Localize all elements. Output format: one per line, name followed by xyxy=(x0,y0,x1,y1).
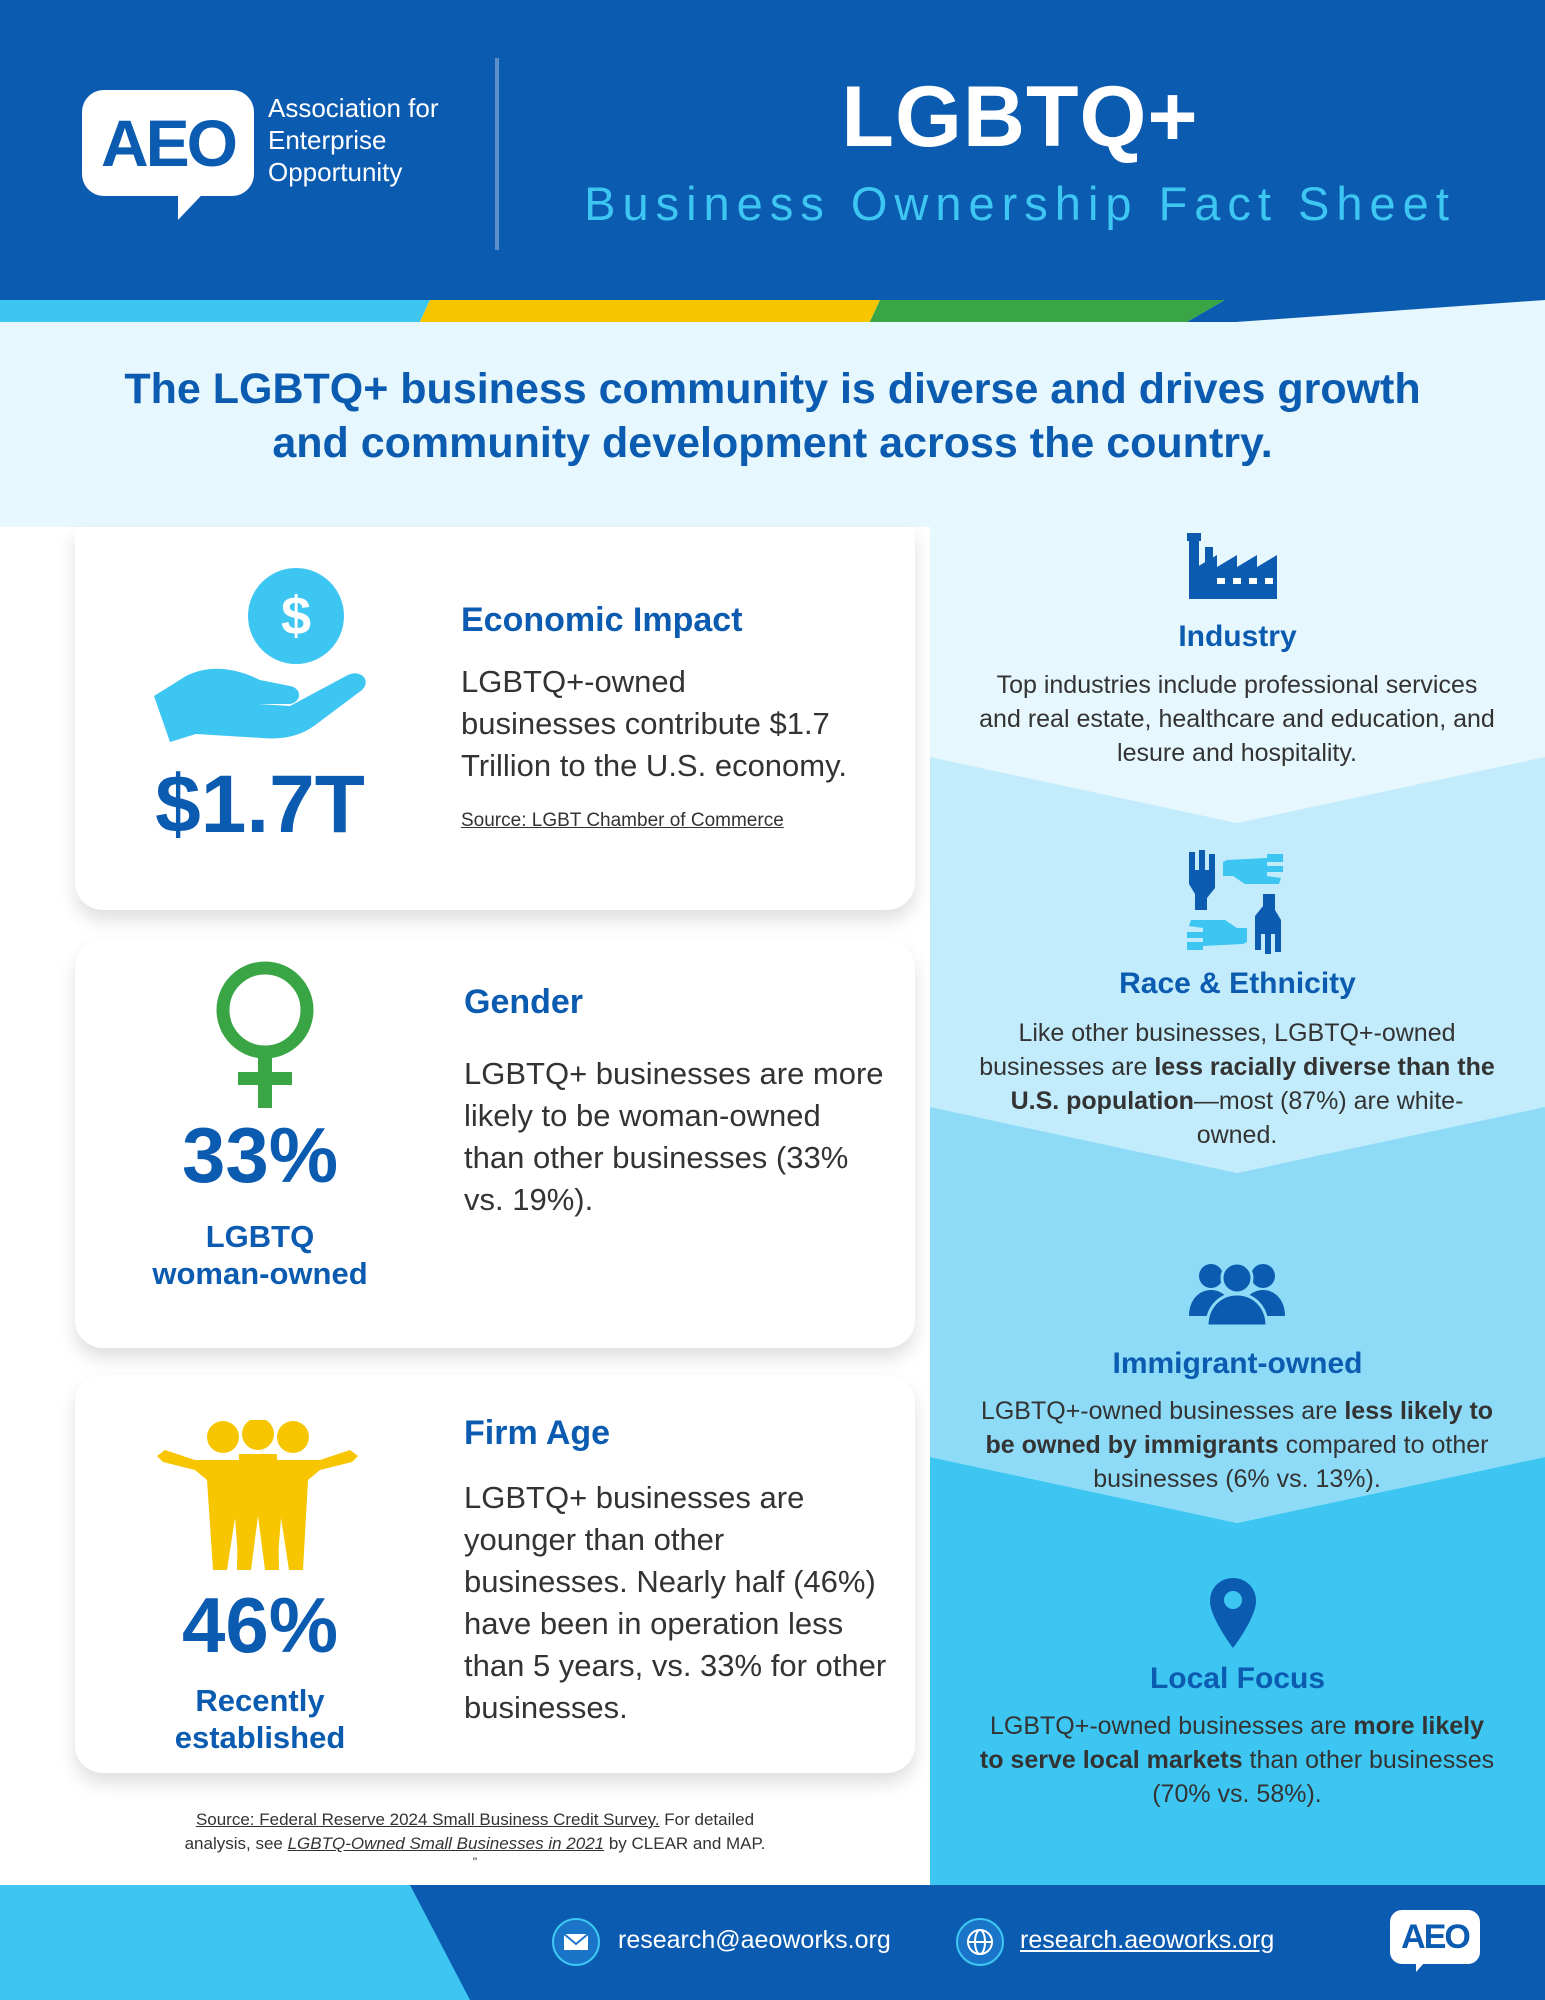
footer-logo xyxy=(1390,1910,1480,1964)
footer-logo-text: AEO xyxy=(1401,1917,1471,1956)
globe-icon xyxy=(956,1918,1004,1966)
page-subtitle: Business Ownership Fact Sheet xyxy=(584,177,1456,230)
footer-logo-tail xyxy=(1416,1952,1434,1972)
footnote-text: by CLEAR and MAP. xyxy=(604,1834,766,1853)
group-people-icon xyxy=(157,1420,358,1570)
body-line: businesses. xyxy=(464,1690,628,1725)
race-ethnicity-text: Like other businesses, LGBTQ+-owned busi… xyxy=(979,1019,1495,1149)
location-pin-icon xyxy=(1210,1578,1256,1648)
header-divider xyxy=(495,58,499,250)
economic-source-link[interactable]: Source: LGBT Chamber of Commerce xyxy=(461,810,784,831)
hand-dollar-icon: $ xyxy=(154,568,366,742)
local-focus-text: LGBTQ+-owned businesses are more likely … xyxy=(979,1712,1495,1808)
firm-age-stat: 46% xyxy=(181,1581,339,1669)
economic-impact-text: LGBTQ+-owned businesses contribute $1.7 … xyxy=(461,661,881,787)
org-name-line: Enterprise xyxy=(268,125,387,155)
org-name-line: Opportunity xyxy=(268,157,403,187)
economic-stat: $1.7T xyxy=(155,759,365,850)
gender-stat: 33% xyxy=(181,1111,339,1199)
intro-banner xyxy=(0,322,1545,527)
email-link[interactable]: research@aeoworks.org xyxy=(618,1926,891,1954)
industry-title: Industry xyxy=(1178,620,1297,653)
header xyxy=(0,0,1545,302)
logo-text: AEO xyxy=(100,106,238,180)
footnote-source: Source: Federal Reserve 2024 Small Busin… xyxy=(100,1808,850,1868)
body-line: businesses contribute $1.7 xyxy=(461,706,830,741)
body-line: than other businesses (33% xyxy=(464,1140,849,1175)
body-line: likely to be woman-owned xyxy=(464,1098,821,1133)
immigrant-owned-title: Immigrant-owned xyxy=(1112,1347,1363,1380)
factory-icon xyxy=(1187,533,1277,599)
org-name-line: Association for xyxy=(268,93,439,123)
body-line: LGBTQ+ businesses are more xyxy=(464,1056,884,1091)
aeo-logo xyxy=(82,90,254,196)
gender-stat-label: LGBTQ woman-owned xyxy=(110,1218,410,1292)
body-line: vs. 19%). xyxy=(464,1182,594,1217)
stat-label-line: Recently xyxy=(195,1683,325,1718)
intro-headline: The LGBTQ+ business community is diverse… xyxy=(60,362,1485,470)
immigrant-owned-text: LGBTQ+-owned businesses are less likely … xyxy=(980,1397,1494,1493)
page-title: LGBTQ+ xyxy=(841,69,1199,165)
footnote-text: For detailed xyxy=(659,1810,755,1829)
website-link[interactable]: research.aeoworks.org xyxy=(1020,1926,1275,1954)
gender-title: Gender xyxy=(464,983,584,1021)
intro-line: The LGBTQ+ business community is diverse… xyxy=(124,365,1421,413)
firm-age-stat-label: Recently established xyxy=(110,1682,410,1756)
industry-text: Top industries include professional serv… xyxy=(979,671,1495,767)
gender-card xyxy=(75,940,915,1348)
female-symbol-icon xyxy=(216,961,314,1108)
footnote-text: analysis, see xyxy=(184,1834,288,1853)
svg-text:$: $ xyxy=(281,586,311,646)
intro-line: and community development across the cou… xyxy=(272,419,1273,467)
firm-age-title: Firm Age xyxy=(464,1414,611,1452)
economic-impact-title: Economic Impact xyxy=(461,601,743,639)
stat-label-line: established xyxy=(174,1720,346,1755)
report-link[interactable]: LGBTQ-Owned Small Businesses in 2021 xyxy=(287,1834,605,1853)
race-ethnicity-title: Race & Ethnicity xyxy=(1119,967,1356,1000)
body-line: than 5 years, vs. 33% for other xyxy=(464,1648,887,1683)
color-stripe xyxy=(0,300,1545,326)
stat-label-line: LGBTQ xyxy=(205,1219,315,1254)
body-line: businesses. Nearly half (46%) xyxy=(464,1564,876,1599)
body-line: LGBTQ+-owned xyxy=(461,664,686,699)
source-link[interactable]: Source: Federal Reserve 2024 Small Busin… xyxy=(195,1810,660,1829)
firm-age-text: LGBTQ+ businesses are younger than other… xyxy=(464,1477,904,1729)
local-focus-title: Local Focus xyxy=(1149,1662,1326,1695)
people-group-icon xyxy=(1189,1261,1285,1326)
body-line: younger than other xyxy=(464,1522,725,1557)
body-line: have been in operation less xyxy=(464,1606,844,1641)
gender-text: LGBTQ+ businesses are more likely to be … xyxy=(464,1053,894,1221)
body-line: Trillion to the U.S. economy. xyxy=(461,748,847,783)
hands-circle-icon xyxy=(1187,850,1283,954)
footer xyxy=(0,1885,1545,2000)
body-line: LGBTQ+ businesses are xyxy=(464,1480,805,1515)
stat-label-line: woman-owned xyxy=(152,1256,368,1291)
logo-speech-tail xyxy=(178,180,216,220)
footnote-mark: " xyxy=(472,1855,478,1869)
email-icon xyxy=(552,1918,600,1966)
